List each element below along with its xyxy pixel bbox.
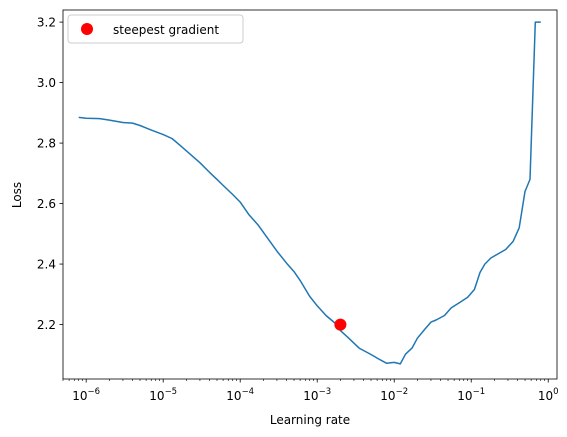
y-tick-label: 2.8 xyxy=(37,137,56,151)
plot-area xyxy=(78,21,541,365)
x-tick-label: 10−3 xyxy=(303,387,331,403)
y-tick-label: 3.0 xyxy=(37,76,56,90)
x-tick-label: 10−2 xyxy=(380,387,408,403)
y-tick-label: 2.2 xyxy=(37,318,56,332)
legend-marker xyxy=(81,23,93,35)
y-tick-label: 2.6 xyxy=(37,197,56,211)
x-tick-label: 10−4 xyxy=(226,387,254,403)
y-axis-label: Loss xyxy=(10,182,24,208)
legend: steepest gradient xyxy=(67,14,244,44)
legend-box xyxy=(67,14,244,44)
x-tick-label: 100 xyxy=(538,387,559,403)
x-axis-label: Learning rate xyxy=(270,413,350,427)
y-tick-label: 3.2 xyxy=(37,16,56,30)
legend-label: steepest gradient xyxy=(113,23,219,37)
x-axis-ticks: 10−6 10−5 10−4 10−3 10−2 10−1 100 xyxy=(62,379,559,403)
steepest-gradient-marker xyxy=(334,318,347,331)
y-axis-ticks: 2.2 2.4 2.6 2.8 3.0 3.2 xyxy=(37,16,63,332)
y-tick-label: 2.4 xyxy=(37,258,56,272)
x-tick-label: 10−5 xyxy=(149,387,177,403)
x-tick-label: 10−1 xyxy=(457,387,485,403)
x-tick-label: 10−6 xyxy=(72,387,100,403)
